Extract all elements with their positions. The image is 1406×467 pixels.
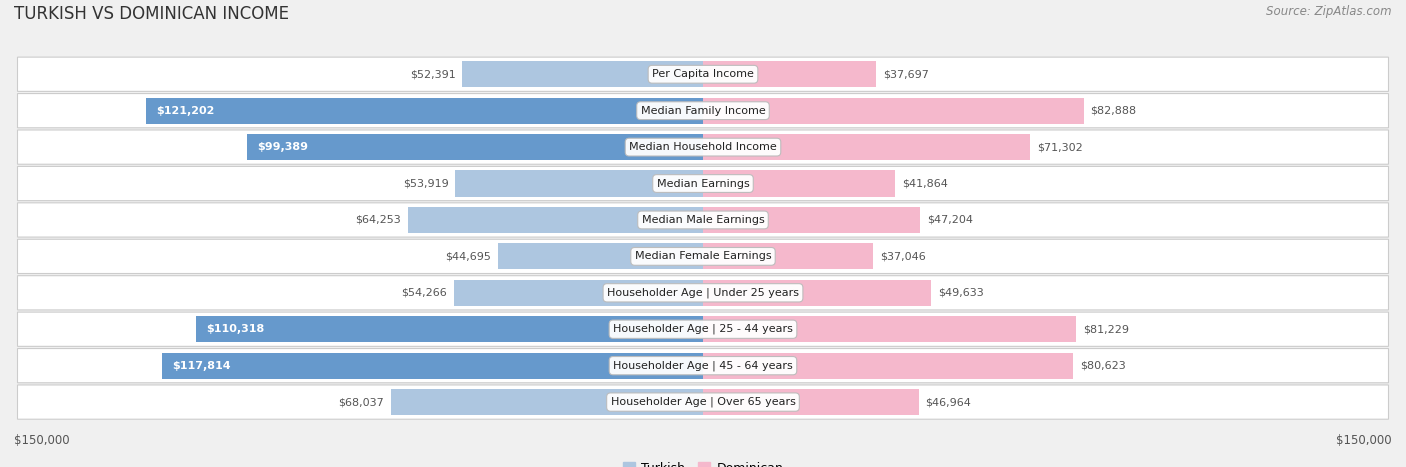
Text: $121,202: $121,202: [156, 106, 215, 116]
Text: Median Female Earnings: Median Female Earnings: [634, 251, 772, 262]
Bar: [703, 134, 1031, 160]
Text: Median Family Income: Median Family Income: [641, 106, 765, 116]
Text: $150,000: $150,000: [1336, 434, 1392, 447]
FancyBboxPatch shape: [17, 385, 1389, 419]
Legend: Turkish, Dominican: Turkish, Dominican: [617, 457, 789, 467]
FancyBboxPatch shape: [17, 166, 1389, 201]
Text: $54,266: $54,266: [401, 288, 447, 298]
FancyBboxPatch shape: [17, 276, 1389, 310]
Text: $82,888: $82,888: [1091, 106, 1136, 116]
Text: $80,623: $80,623: [1080, 361, 1126, 371]
Bar: [498, 243, 703, 269]
Text: $52,391: $52,391: [409, 69, 456, 79]
Text: $81,229: $81,229: [1083, 324, 1129, 334]
Text: Median Earnings: Median Earnings: [657, 178, 749, 189]
Text: $44,695: $44,695: [444, 251, 491, 262]
Text: Median Household Income: Median Household Income: [628, 142, 778, 152]
Text: Per Capita Income: Per Capita Income: [652, 69, 754, 79]
Text: $64,253: $64,253: [356, 215, 401, 225]
Bar: [703, 243, 873, 269]
Bar: [246, 134, 703, 160]
FancyBboxPatch shape: [17, 312, 1389, 347]
Text: $117,814: $117,814: [172, 361, 231, 371]
FancyBboxPatch shape: [17, 57, 1389, 92]
Bar: [703, 389, 918, 415]
Bar: [391, 389, 703, 415]
Text: Householder Age | Over 65 years: Householder Age | Over 65 years: [610, 397, 796, 407]
Bar: [408, 207, 703, 233]
Bar: [197, 316, 703, 342]
FancyBboxPatch shape: [17, 203, 1389, 237]
Text: $46,964: $46,964: [925, 397, 972, 407]
Text: $110,318: $110,318: [207, 324, 264, 334]
Bar: [703, 207, 920, 233]
Bar: [703, 280, 931, 306]
Bar: [162, 353, 703, 379]
Text: Householder Age | 25 - 44 years: Householder Age | 25 - 44 years: [613, 324, 793, 334]
Text: $53,919: $53,919: [402, 178, 449, 189]
FancyBboxPatch shape: [17, 348, 1389, 383]
Text: $71,302: $71,302: [1038, 142, 1083, 152]
Bar: [703, 170, 896, 197]
Text: $68,037: $68,037: [337, 397, 384, 407]
Text: $150,000: $150,000: [14, 434, 70, 447]
Text: $37,697: $37,697: [883, 69, 929, 79]
Bar: [703, 98, 1084, 124]
Text: $47,204: $47,204: [927, 215, 973, 225]
Text: TURKISH VS DOMINICAN INCOME: TURKISH VS DOMINICAN INCOME: [14, 5, 290, 23]
Bar: [463, 61, 703, 87]
Bar: [456, 170, 703, 197]
FancyBboxPatch shape: [17, 239, 1389, 274]
Text: $37,046: $37,046: [880, 251, 925, 262]
Text: Householder Age | Under 25 years: Householder Age | Under 25 years: [607, 288, 799, 298]
Bar: [454, 280, 703, 306]
Bar: [703, 353, 1073, 379]
Bar: [146, 98, 703, 124]
Text: $99,389: $99,389: [257, 142, 308, 152]
FancyBboxPatch shape: [17, 130, 1389, 164]
Text: $41,864: $41,864: [903, 178, 948, 189]
Text: Householder Age | 45 - 64 years: Householder Age | 45 - 64 years: [613, 361, 793, 371]
Bar: [703, 316, 1076, 342]
Text: $49,633: $49,633: [938, 288, 984, 298]
Text: Source: ZipAtlas.com: Source: ZipAtlas.com: [1267, 5, 1392, 18]
Bar: [703, 61, 876, 87]
FancyBboxPatch shape: [17, 93, 1389, 128]
Text: Median Male Earnings: Median Male Earnings: [641, 215, 765, 225]
